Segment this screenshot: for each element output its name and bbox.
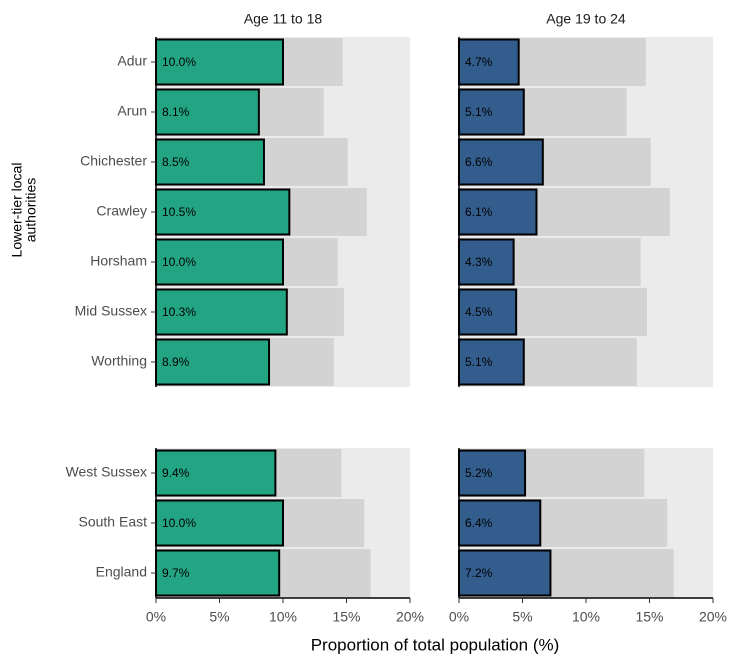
- x-tick-label: 20%: [396, 609, 424, 625]
- x-tick-label: 5%: [512, 609, 532, 625]
- x-tick-label: 15%: [332, 609, 360, 625]
- bar: [458, 449, 527, 497]
- value-label: 5.1%: [465, 105, 493, 119]
- value-label: 8.1%: [162, 105, 190, 119]
- value-label: 7.2%: [465, 566, 493, 580]
- bar: [155, 238, 284, 286]
- y-tick-label: England: [96, 564, 147, 580]
- value-label: 10.3%: [162, 305, 196, 319]
- y-tick-label: Arun: [117, 103, 147, 119]
- value-label: 8.9%: [162, 355, 190, 369]
- value-label: 6.1%: [465, 205, 493, 219]
- value-label: 10.0%: [162, 55, 196, 69]
- y-axis-title-line: authorities: [23, 178, 39, 243]
- value-label: 5.1%: [465, 355, 493, 369]
- x-tick-label: 10%: [572, 609, 600, 625]
- facet-title: Age 11 to 18: [244, 11, 323, 27]
- bar: [458, 499, 542, 547]
- value-label: 10.0%: [162, 255, 196, 269]
- value-label: 8.5%: [162, 155, 190, 169]
- y-tick-label: Mid Sussex: [75, 303, 147, 319]
- y-axis-title: Lower-tier local authorities: [9, 163, 39, 258]
- y-tick-label: Crawley: [96, 203, 147, 219]
- x-tick-label: 5%: [209, 609, 229, 625]
- value-label: 6.6%: [465, 155, 493, 169]
- x-tick-label: 20%: [699, 609, 727, 625]
- facet-title: Age 19 to 24: [546, 11, 626, 27]
- bar: [458, 188, 538, 236]
- bar: [155, 138, 265, 186]
- y-tick-label: Horsham: [90, 253, 147, 269]
- value-label: 6.4%: [465, 516, 493, 530]
- y-tick-label: South East: [79, 514, 148, 530]
- x-tick-label: 0%: [146, 609, 166, 625]
- value-label: 5.2%: [465, 466, 493, 480]
- x-axis-title: Proportion of total population (%): [311, 635, 560, 654]
- value-label: 4.5%: [465, 305, 493, 319]
- bar: [458, 138, 544, 186]
- value-label: 9.7%: [162, 566, 190, 580]
- value-label: 4.7%: [465, 55, 493, 69]
- bar: [458, 549, 552, 597]
- y-tick-label: West Sussex: [66, 464, 147, 480]
- x-tick-label: 0%: [449, 609, 469, 625]
- value-label: 9.4%: [162, 466, 190, 480]
- y-tick-label: Adur: [117, 53, 147, 69]
- bar: [155, 338, 271, 386]
- value-label: 10.5%: [162, 205, 196, 219]
- bar: [155, 88, 260, 136]
- x-tick-label: 15%: [635, 609, 663, 625]
- value-label: 10.0%: [162, 516, 196, 530]
- x-tick-label: 10%: [269, 609, 297, 625]
- y-axis-title-line: Lower-tier local: [9, 163, 25, 258]
- bar: [155, 499, 284, 547]
- bar: [155, 188, 291, 236]
- value-label: 4.3%: [465, 255, 493, 269]
- bar: [458, 38, 520, 86]
- bar: [458, 288, 518, 336]
- y-tick-label: Worthing: [91, 353, 147, 369]
- y-tick-label: Chichester: [80, 153, 147, 169]
